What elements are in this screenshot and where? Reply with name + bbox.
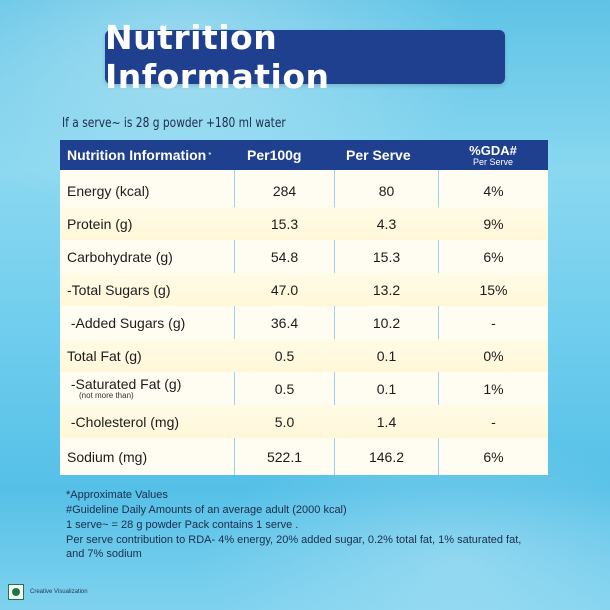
footnote: 1 serve~ = 28 g powder Pack contains 1 s… — [66, 518, 299, 531]
per-serve-value: 13.2 — [372, 281, 401, 298]
footnote: #Guideline Daily Amounts of an average a… — [66, 503, 347, 516]
table-row: Total Fat (g) 0.5 0.1 0% — [60, 339, 548, 372]
per100g-value: 5.0 — [274, 413, 295, 430]
nutrient-label-group: -Saturated Fat (g) (not more than) — [67, 372, 232, 405]
table-row: Energy (kcal) 284 80 4% — [60, 174, 548, 207]
nutrient-sublabel: (not more than) — [79, 390, 134, 400]
per100g-value: 47.0 — [270, 281, 299, 298]
header-gda-sublabel: Per Serve — [472, 156, 514, 167]
gda-value: - — [491, 314, 496, 331]
nutrient-label: Sodium (mg) — [67, 448, 148, 465]
per100g-value: 36.4 — [270, 314, 299, 331]
per100g-value: 522.1 — [266, 448, 303, 465]
title-banner: Nutrition Information — [105, 18, 505, 96]
gda-value: 4% — [483, 182, 504, 199]
per100g-value: 284 — [272, 182, 297, 199]
gda-value: 6% — [483, 248, 504, 265]
per-serve-value: 4.3 — [376, 215, 397, 232]
column-divider — [234, 170, 235, 475]
gda-value: 1% — [483, 380, 504, 397]
column-divider — [438, 170, 439, 475]
table-header: Nutrition Information * Per100g Per Serve… — [60, 140, 548, 170]
header-nutrient-label: Nutrition Information — [67, 147, 207, 163]
gda-value: 15% — [479, 281, 508, 298]
per-serve-value: 1.4 — [376, 413, 397, 430]
nutrient-label: Carbohydrate (g) — [67, 248, 173, 265]
veg-symbol-icon — [8, 584, 24, 600]
table-row: -Total Sugars (g) 47.0 13.2 15% — [60, 273, 548, 306]
per-serve-value: 10.2 — [372, 314, 401, 331]
nutrient-label: Protein (g) — [67, 215, 133, 232]
nutrient-label: -Added Sugars (g) — [67, 314, 186, 331]
page-title: Nutrition Information — [105, 18, 330, 96]
nutrition-table: Nutrition Information * Per100g Per Serve… — [60, 140, 548, 475]
gda-value: 0% — [483, 347, 504, 364]
header-per-serve: Per Serve — [346, 147, 411, 163]
nutrient-label: -Cholesterol (mg) — [67, 413, 180, 430]
per-serve-value: 146.2 — [368, 448, 405, 465]
gda-value: - — [491, 413, 496, 430]
creative-visualization-label: Creative Visualization — [30, 589, 88, 595]
table-row: -Cholesterol (mg) 5.0 1.4 - — [60, 405, 548, 438]
table-row: Carbohydrate (g) 54.8 15.3 6% — [60, 240, 548, 273]
table-row: -Saturated Fat (g) (not more than) 0.5 0… — [60, 372, 548, 405]
per-serve-value: 0.1 — [376, 347, 397, 364]
per100g-value: 15.3 — [270, 215, 299, 232]
per-serve-value: 15.3 — [372, 248, 401, 265]
nutrient-label: -Saturated Fat (g) — [67, 375, 182, 392]
header-nutrient-mark: * — [208, 150, 212, 160]
footnote: *Approximate Values — [66, 489, 168, 501]
footnote: Per serve contribution to RDA- 4% energy… — [66, 533, 522, 546]
table-row: Sodium (mg) 522.1 146.2 6% — [60, 440, 548, 473]
footnote: and 7% sodium — [66, 548, 142, 561]
per100g-value: 0.5 — [274, 380, 295, 397]
table-row: Protein (g) 15.3 4.3 9% — [60, 207, 548, 240]
nutrient-label: -Total Sugars (g) — [67, 281, 171, 298]
header-gda: %GDA# Per Serve — [438, 140, 548, 170]
nutrient-label: Energy (kcal) — [67, 182, 150, 199]
serve-note: If a serve~ is 28 g powder +180 ml water — [62, 116, 286, 131]
gda-value: 9% — [483, 215, 504, 232]
nutrient-label: Total Fat (g) — [67, 347, 142, 364]
column-divider — [334, 170, 335, 475]
footnotes: *Approximate Values #Guideline Daily Amo… — [66, 488, 596, 562]
header-nutrient: Nutrition Information * — [67, 140, 211, 170]
per-serve-value: 80 — [378, 182, 395, 199]
gda-value: 6% — [483, 448, 504, 465]
table-row: -Added Sugars (g) 36.4 10.2 - — [60, 306, 548, 339]
header-per100g: Per100g — [247, 147, 302, 163]
header-gda-label: %GDA# — [469, 142, 517, 158]
per100g-value: 0.5 — [274, 347, 295, 364]
per100g-value: 54.8 — [270, 248, 299, 265]
veg-mark: Creative Visualization — [8, 584, 88, 600]
per-serve-value: 0.1 — [376, 380, 397, 397]
